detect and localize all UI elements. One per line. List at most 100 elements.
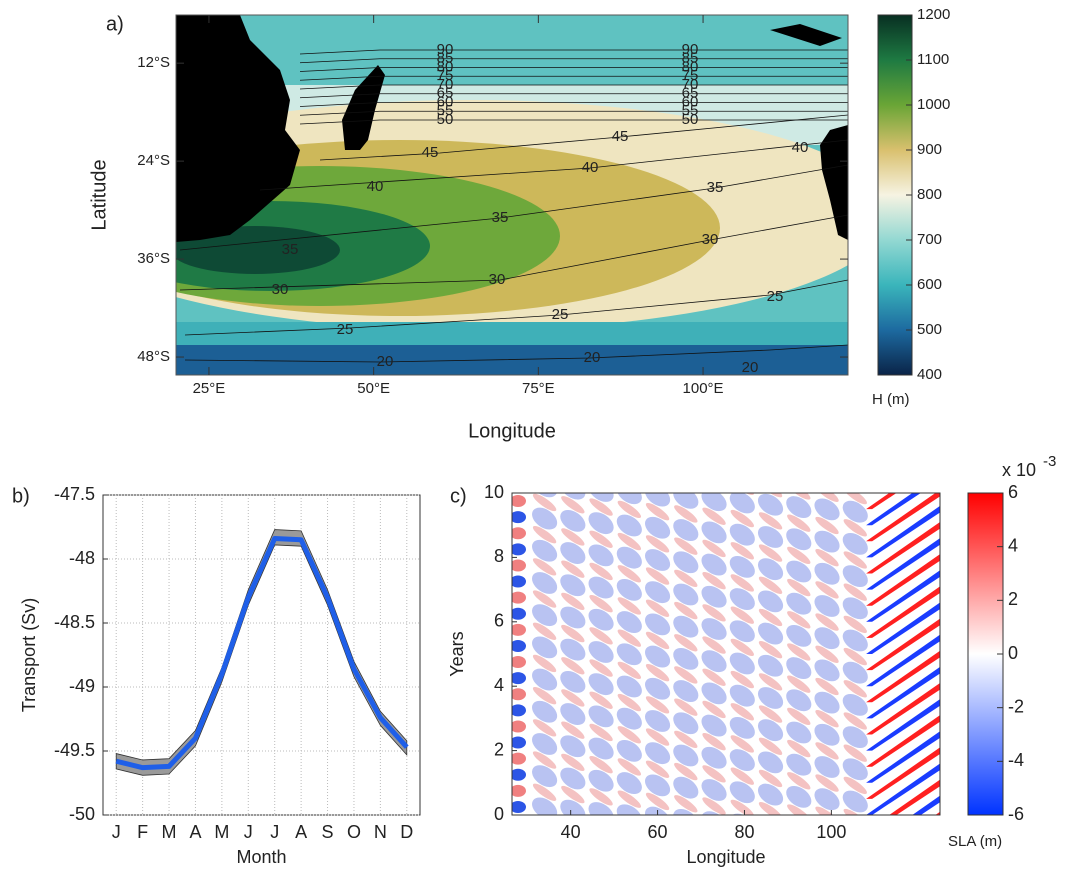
sla-blob [617, 532, 642, 551]
contour-line [299, 110, 848, 116]
contour-line [179, 214, 848, 291]
contour-label: 20 [584, 349, 601, 366]
x-tick-label: O [347, 822, 361, 842]
sla-blob [644, 645, 671, 668]
sla-blob [588, 737, 614, 760]
sla-stripe [866, 666, 940, 719]
sla-blob [843, 744, 867, 762]
sla-blob [617, 726, 642, 744]
contour-label: 25 [767, 288, 784, 305]
sla-blob [758, 544, 783, 562]
sla-stripe [866, 618, 940, 671]
sla-blob [512, 607, 526, 620]
sla-blob [729, 749, 755, 771]
sla-blob [842, 726, 868, 748]
colorbar-tick-label: 0 [1008, 643, 1018, 663]
sla-blob [758, 737, 783, 755]
x-tick-label: 40 [561, 822, 581, 842]
sla-blob [815, 549, 839, 567]
sla-blob [561, 528, 585, 546]
sla-blob [532, 525, 557, 544]
sla-blob [758, 802, 783, 815]
sla-blob [814, 691, 840, 714]
sla-blob [842, 565, 868, 587]
sla-blob [528, 825, 561, 856]
sla-blob [843, 647, 867, 666]
sla-blob [758, 608, 783, 627]
y-tick-label: 36°S [137, 250, 170, 267]
sla-blob [842, 693, 868, 716]
sla-blob [786, 592, 812, 615]
sla-blob [532, 572, 558, 594]
sla-blob [787, 707, 811, 726]
sla-blob [701, 779, 727, 801]
contour-label: 90 [437, 41, 454, 58]
y-tick-label: 6 [494, 611, 504, 631]
colorbar-tick-label: 2 [1008, 589, 1018, 609]
sla-blob [702, 572, 726, 590]
sla-blob [532, 797, 558, 815]
sla-blob [532, 622, 557, 640]
sla-blob [613, 864, 646, 875]
colorbar-tick-label: 600 [917, 276, 942, 293]
sla-blob [616, 852, 644, 875]
contour-label: 35 [282, 241, 299, 258]
sla-stripe [866, 844, 950, 875]
colorbar-tick-label: 900 [917, 141, 942, 158]
sla-blob [589, 530, 613, 548]
sla-blob [589, 627, 613, 645]
sla-blob [645, 728, 670, 746]
x-tick-label: S [322, 822, 334, 842]
sla-blob [673, 493, 699, 509]
contour-label: 35 [707, 179, 724, 196]
sla-blob [815, 710, 839, 728]
y-tick-label: 10 [484, 482, 504, 502]
colorbar-tick-label: 500 [917, 321, 942, 338]
sla-blob [617, 758, 642, 776]
sla-blob [842, 871, 870, 875]
sla-blob [559, 848, 587, 871]
y-tick-label: -48.5 [54, 612, 95, 632]
sla-blob [560, 670, 586, 693]
sla-blob [729, 555, 755, 578]
sla-blob [532, 604, 558, 627]
colorbar-tick-label: 1000 [917, 96, 950, 113]
sla-blob [587, 464, 615, 487]
sla-blob [617, 661, 642, 680]
sla-blob [532, 733, 558, 755]
sla-blob [757, 751, 784, 774]
sla-blob [617, 565, 642, 583]
sla-blob [730, 799, 754, 815]
sla-blob [758, 576, 783, 594]
y-tick-label: -50 [69, 804, 95, 824]
sla-blob [617, 597, 642, 615]
sla-blob [701, 650, 727, 673]
sla-blob [512, 720, 526, 733]
contour-label: 40 [367, 178, 384, 195]
sla-stripe [866, 493, 921, 526]
contour-label: 40 [792, 139, 809, 156]
sla-blob [730, 509, 754, 528]
sla-stripe [866, 493, 897, 510]
sla-blob [787, 804, 811, 815]
sla-blob [560, 767, 586, 790]
sla-blob [589, 498, 613, 516]
sla-stripe [866, 747, 940, 799]
sla-blob [588, 512, 614, 535]
colorbar-tick-label: 1100 [917, 51, 949, 68]
sla-blob [532, 668, 558, 691]
sla-blob [644, 806, 671, 815]
sla-blob [787, 514, 811, 532]
sla-blob [532, 751, 557, 769]
sla-blob [510, 817, 526, 829]
sla-blob [532, 686, 557, 705]
sla-blob [729, 523, 755, 546]
sla-blob [673, 712, 699, 735]
sla-blob [702, 604, 726, 622]
sla-stripe [866, 602, 940, 654]
sla-blob [673, 647, 699, 670]
contour-line [299, 102, 848, 107]
colorbar-tick-label: -6 [1008, 804, 1024, 824]
sla-blob [561, 624, 585, 643]
